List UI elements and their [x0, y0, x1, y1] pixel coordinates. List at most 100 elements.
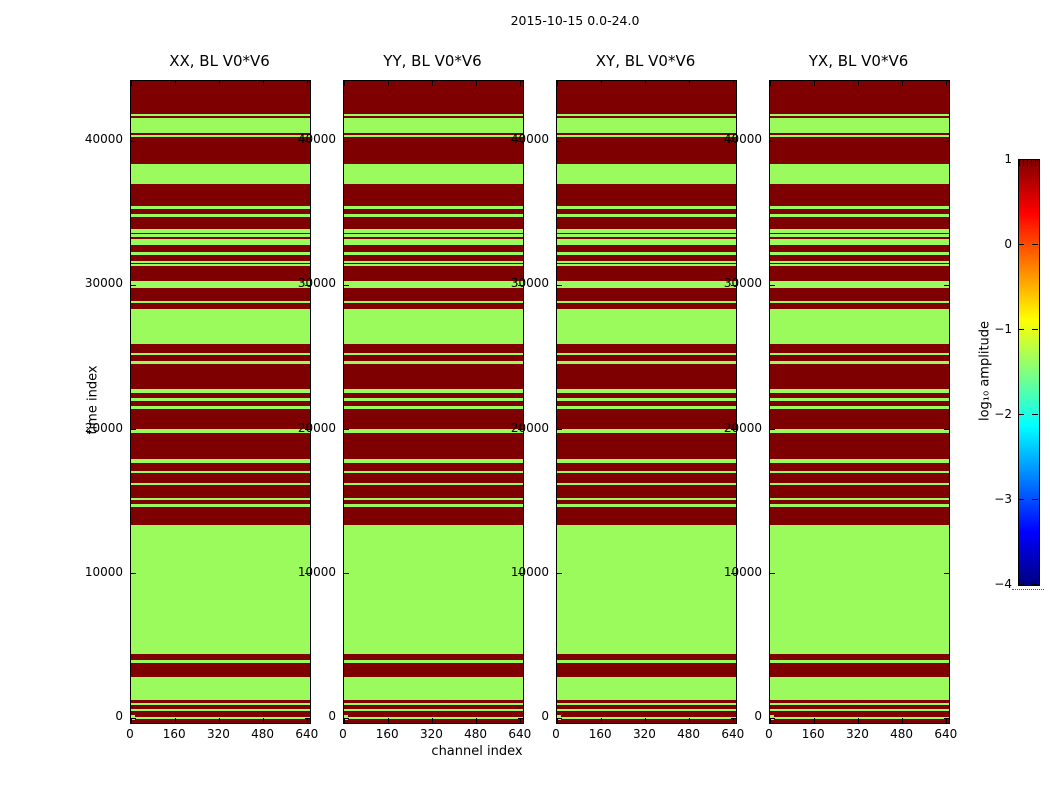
colorbar-tick-mark [1018, 583, 1024, 585]
colorbar-tick-mark [1018, 328, 1024, 330]
x-tick-mark [476, 718, 478, 723]
y-tick-mark-right [944, 429, 949, 431]
y-tick-mark [770, 140, 775, 142]
x-tick-mark-top [733, 81, 735, 86]
low-amplitude-band [131, 428, 310, 433]
x-tick-mark [174, 718, 176, 723]
low-amplitude-band [770, 263, 949, 266]
low-amplitude-band [344, 503, 523, 507]
y-tick-mark [557, 284, 562, 286]
low-amplitude-band [344, 497, 523, 500]
low-amplitude-band [131, 134, 310, 137]
low-amplitude-band [131, 308, 310, 344]
low-amplitude-band [557, 702, 736, 705]
y-tick-label: 0 [754, 709, 762, 724]
low-amplitude-band [557, 708, 736, 711]
low-amplitude-band [344, 238, 523, 245]
x-tick-label: 0 [126, 727, 134, 741]
y-tick-mark-right [518, 717, 523, 719]
heatmap-panel-xy [556, 80, 737, 724]
y-tick-mark [344, 573, 349, 575]
y-tick-mark [344, 429, 349, 431]
x-tick-mark-top [218, 81, 220, 86]
low-amplitude-band [770, 676, 949, 700]
x-tick-mark-top [387, 81, 389, 86]
x-tick-mark [770, 718, 771, 723]
low-amplitude-band [131, 238, 310, 245]
x-tick-mark [131, 718, 132, 723]
colorbar-tick-mark [1018, 413, 1024, 415]
x-tick-label: 640 [295, 727, 319, 741]
y-tick-mark [344, 717, 349, 719]
y-tick-mark [344, 284, 349, 286]
low-amplitude-band [344, 134, 523, 137]
low-amplitude-band [557, 482, 736, 485]
x-tick-label: 320 [632, 727, 656, 741]
x-tick-mark-top [689, 81, 691, 86]
low-amplitude-band [344, 260, 523, 263]
y-tick-mark-right [731, 284, 736, 286]
low-amplitude-band [557, 388, 736, 393]
low-amplitude-band [557, 260, 736, 263]
low-amplitude-band [131, 524, 310, 654]
low-amplitude-band [131, 228, 310, 233]
y-tick-mark [131, 717, 136, 719]
x-tick-label: 320 [845, 727, 869, 741]
x-tick-mark-top [520, 81, 522, 86]
low-amplitude-band [770, 251, 949, 255]
y-tick-mark-right [944, 140, 949, 142]
y-tick-mark-right [305, 429, 310, 431]
x-tick-mark-top [263, 81, 265, 86]
colorbar-tick-mark-right [1032, 158, 1038, 160]
low-amplitude-band [770, 163, 949, 184]
y-tick-label: 30000 [723, 276, 762, 291]
low-amplitude-band [344, 113, 523, 117]
y-tick-label: 10000 [510, 564, 549, 579]
x-tick-mark-top [476, 81, 478, 86]
low-amplitude-band [770, 524, 949, 654]
x-tick-label: 480 [677, 727, 701, 741]
low-amplitude-band [557, 352, 736, 355]
colorbar-bottom-hatch [1019, 579, 1039, 585]
low-amplitude-band [344, 213, 523, 217]
y-tick-label: 30000 [84, 276, 123, 291]
y-tick-label: 10000 [723, 564, 762, 579]
x-tick-mark-top [813, 81, 815, 86]
low-amplitude-band [557, 280, 736, 288]
low-amplitude-band [770, 428, 949, 433]
x-tick-mark [557, 718, 558, 723]
y-tick-mark-right [518, 284, 523, 286]
low-amplitude-band [557, 113, 736, 117]
heatmap-panel-xx [130, 80, 311, 724]
low-amplitude-band [344, 388, 523, 393]
y-tick-label: 30000 [510, 276, 549, 291]
low-amplitude-band [770, 280, 949, 288]
x-tick-label: 0 [765, 727, 773, 741]
low-amplitude-band [557, 205, 736, 209]
low-amplitude-band [344, 233, 523, 237]
low-amplitude-band [770, 388, 949, 393]
low-amplitude-band [131, 659, 310, 663]
y-tick-mark-right [518, 140, 523, 142]
x-tick-mark [813, 718, 815, 723]
low-amplitude-band [131, 405, 310, 409]
y-tick-label: 20000 [510, 420, 549, 435]
colorbar-tick-mark [1018, 243, 1024, 245]
y-tick-mark [770, 717, 775, 719]
panel-title-xy: XY, BL V0*V6 [595, 52, 696, 70]
low-amplitude-band [131, 260, 310, 263]
low-amplitude-band [770, 233, 949, 237]
low-amplitude-band [131, 482, 310, 485]
y-tick-mark-right [731, 717, 736, 719]
low-amplitude-band [131, 458, 310, 463]
low-amplitude-band [770, 360, 949, 364]
low-amplitude-band [344, 659, 523, 663]
x-tick-mark-top [307, 81, 309, 86]
low-amplitude-band [131, 300, 310, 303]
low-amplitude-band [557, 497, 736, 500]
low-amplitude-band [131, 676, 310, 700]
low-amplitude-band [131, 497, 310, 500]
y-tick-label: 20000 [84, 420, 123, 435]
figure-suptitle: 2015-10-15 0.0-24.0 [510, 13, 640, 28]
low-amplitude-band [344, 524, 523, 654]
